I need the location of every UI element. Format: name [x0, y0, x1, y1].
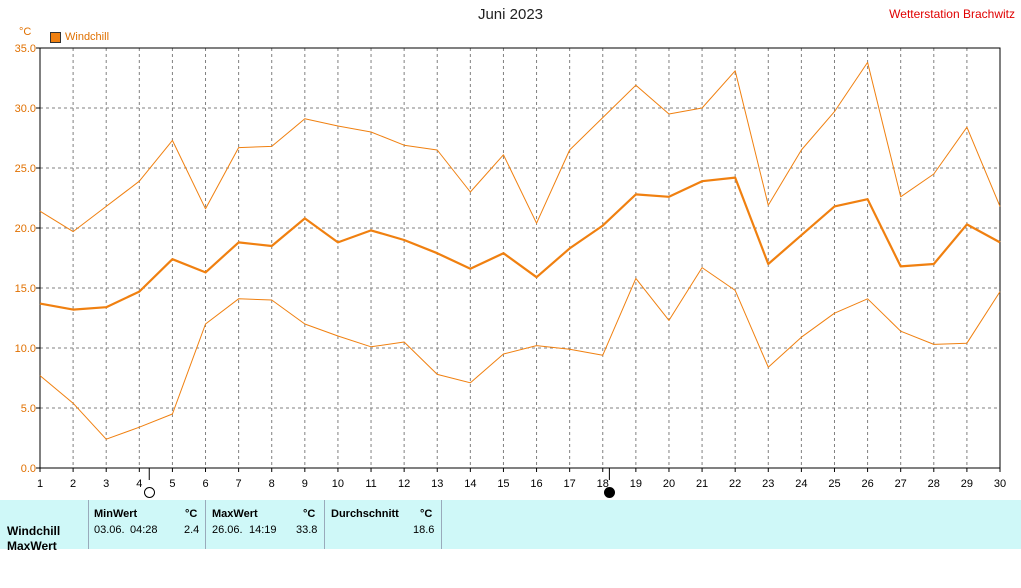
x-tick-label: 17	[564, 478, 576, 490]
min-unit: °C	[185, 508, 198, 520]
x-tick-label: 16	[530, 478, 542, 490]
x-tick-label: 1	[37, 478, 43, 490]
y-tick-label: 35.0	[15, 43, 36, 55]
y-axis-unit: °C	[19, 26, 32, 38]
x-tick-label: 12	[398, 478, 410, 490]
full-moon-icon	[144, 487, 156, 498]
y-tick-label: 0.0	[21, 463, 36, 475]
x-tick-label: 27	[895, 478, 907, 490]
min-time: 04:28	[130, 524, 158, 536]
column-divider	[88, 500, 89, 549]
x-tick-label: 10	[332, 478, 344, 490]
avg-unit: °C	[420, 508, 433, 520]
column-divider	[441, 500, 442, 549]
x-tick-label: 7	[236, 478, 242, 490]
x-tick-label: 25	[828, 478, 840, 490]
axes	[36, 47, 1001, 480]
max-date: 26.06.	[212, 524, 243, 536]
x-tick-label: 2	[70, 478, 76, 490]
max-header: MaxWert	[212, 508, 258, 520]
x-tick-label: 23	[762, 478, 774, 490]
max-value: 33.8	[296, 524, 318, 536]
windchill-chart: 0.05.010.015.020.025.030.035.01 2 3 4 5 6 7 8 9 1…	[15, 43, 1007, 490]
x-tick-label: 29	[961, 478, 973, 490]
legend-swatch	[50, 31, 61, 43]
x-tick-label: 13	[431, 478, 443, 490]
column-divider	[324, 500, 325, 549]
column-divider	[205, 500, 206, 549]
min-date: 03.06.	[94, 524, 125, 536]
chart-title: Juni 2023	[477, 6, 544, 23]
x-tick-label: 21	[696, 478, 708, 490]
x-tick-label: 24	[795, 478, 807, 490]
x-tick-label: 4	[136, 478, 142, 490]
avg-value: 18.6	[413, 524, 435, 536]
x-tick-label: 15	[497, 478, 509, 490]
x-tick-label: 22	[729, 478, 741, 490]
x-tick-label: 26	[861, 478, 873, 490]
min-value: 2.4	[184, 524, 200, 536]
new-moon-icon	[604, 487, 616, 498]
row-label-2: MaxWert	[7, 539, 57, 553]
x-tick-label: 11	[365, 478, 376, 490]
max-unit: °C	[303, 508, 316, 520]
y-tick-label: 30.0	[15, 103, 36, 115]
series-mean-line	[39, 176, 1001, 311]
series	[39, 61, 1001, 440]
x-tick-label: 20	[663, 478, 675, 490]
tick-labels: 0.05.010.015.020.025.030.035.01 2 3 4 5 6 7 8 9 1…	[15, 43, 1007, 490]
x-tick-label: 14	[464, 478, 476, 490]
legend: Windchill	[50, 31, 109, 43]
x-tick-label: 6	[202, 478, 208, 490]
grid	[40, 48, 1000, 468]
series-min-line	[39, 267, 1001, 440]
x-tick-label: 30	[994, 478, 1006, 490]
station-name: Wetterstation Brachwitz	[889, 7, 1015, 21]
x-tick-label: 28	[928, 478, 940, 490]
y-tick-label: 25.0	[15, 163, 36, 175]
y-tick-label: 20.0	[15, 223, 36, 235]
y-tick-label: 5.0	[21, 403, 36, 415]
statistics-table: Windchill MaxWert MinWert °C 03.06. 04:2…	[0, 500, 1021, 553]
row-label: Windchill	[7, 524, 61, 538]
x-tick-label: 3	[103, 478, 109, 490]
avg-header: Durchschnitt	[331, 508, 399, 520]
y-tick-label: 15.0	[15, 283, 36, 295]
x-tick-label: 9	[302, 478, 308, 490]
max-time: 14:19	[249, 524, 277, 536]
legend-label: Windchill	[65, 31, 110, 43]
y-tick-label: 10.0	[15, 343, 36, 355]
x-tick-label: 8	[269, 478, 275, 490]
series-max-line	[39, 61, 1001, 233]
x-tick-label: 19	[630, 478, 642, 490]
min-header: MinWert	[94, 508, 138, 520]
x-tick-label: 5	[169, 478, 175, 490]
plot-frame	[39, 47, 1001, 469]
